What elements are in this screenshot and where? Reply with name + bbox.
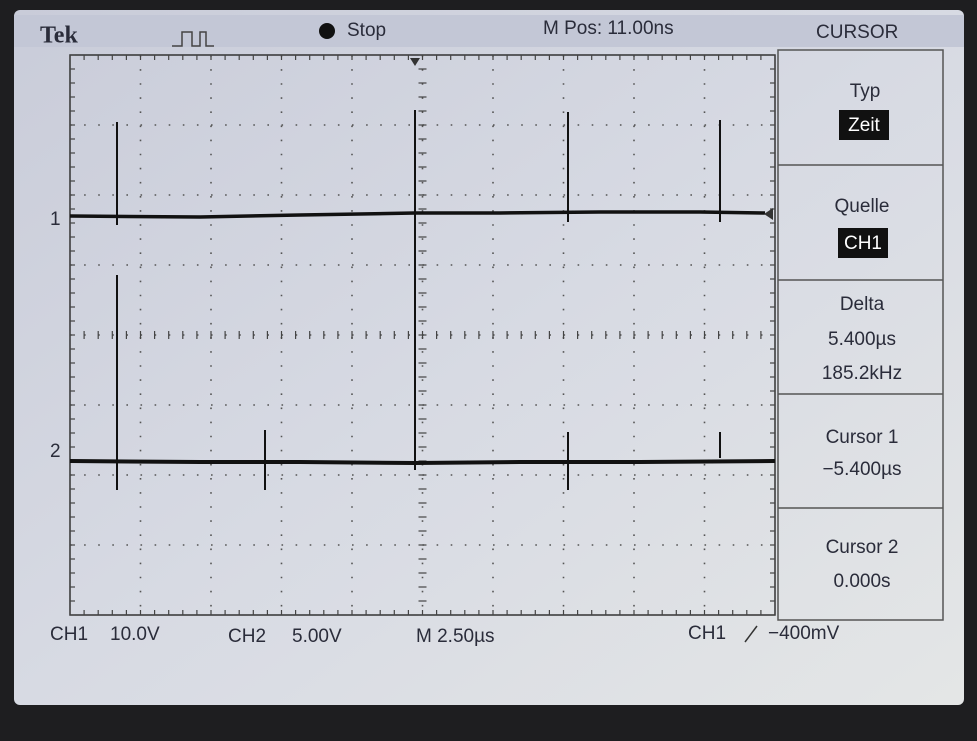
trigger-level: −400mV (768, 623, 840, 644)
menu-label[interactable]: Typ (850, 81, 881, 102)
menu-value[interactable]: Zeit (848, 115, 880, 136)
menu-label[interactable]: Quelle (835, 196, 890, 217)
menu-label[interactable]: Delta (840, 294, 885, 315)
oscilloscope: Tek Stop M Pos: 11.00ns CURSOR Typ Zeit … (0, 0, 977, 741)
position: M Pos: 11.00ns (543, 18, 674, 39)
menu-value: 185.2kHz (822, 363, 902, 384)
menu-value: 5.400µs (828, 329, 896, 350)
menu-label[interactable]: Cursor 1 (826, 427, 899, 448)
timebase: M 2.50µs (416, 626, 495, 647)
ch2-label: CH2 (228, 626, 266, 647)
ch1-label: CH1 (50, 624, 88, 645)
ch1-scale: 10.0V (110, 624, 160, 645)
mode: CURSOR (816, 22, 898, 43)
menu-value[interactable]: CH1 (844, 233, 882, 254)
page: Tek Stop M Pos: 11.00ns CURSOR Typ Zeit … (0, 0, 977, 741)
status: Stop (347, 20, 386, 41)
menu-label[interactable]: Cursor 2 (826, 537, 899, 558)
status-icon (319, 23, 335, 39)
ch2-scale: 5.00V (292, 626, 342, 647)
channel-marker: 2 (50, 441, 61, 462)
trigger-source: CH1 (688, 623, 726, 644)
ch2-trace (70, 461, 775, 463)
menu-value: −5.400µs (822, 459, 901, 480)
brand: Tek (40, 23, 78, 49)
menu-value: 0.000s (833, 571, 890, 592)
screen (14, 10, 964, 705)
channel-marker: 1 (50, 209, 61, 230)
